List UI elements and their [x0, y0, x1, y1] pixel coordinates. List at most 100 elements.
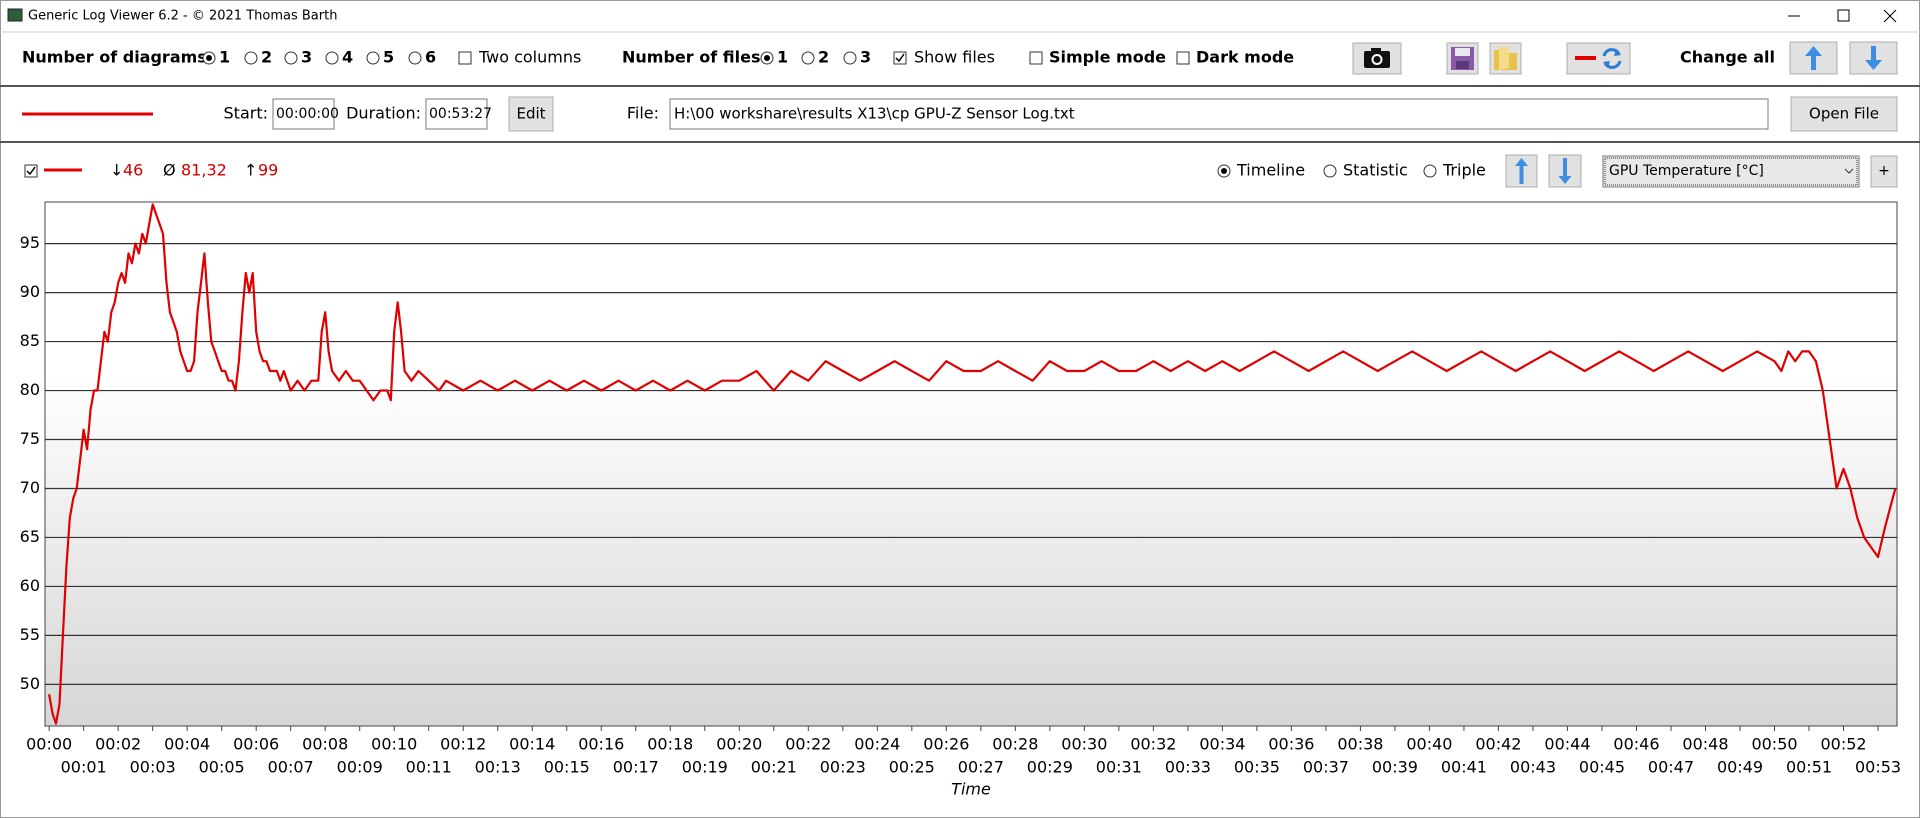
open-folder-button[interactable]: [1489, 42, 1522, 75]
x-tick-label: 00:38: [1337, 735, 1383, 754]
start-input[interactable]: [272, 98, 335, 130]
radio-button[interactable]: [325, 51, 339, 65]
checkbox[interactable]: [458, 51, 472, 65]
open-file-label: Open File: [1809, 105, 1879, 123]
x-tick-label: 00:11: [406, 758, 452, 777]
x-tick-label: 00:30: [1061, 735, 1107, 754]
file-input[interactable]: [669, 98, 1769, 130]
edit-button[interactable]: [508, 96, 554, 132]
focus-rect: [1604, 157, 1858, 186]
app-icon: [7, 8, 23, 22]
add-label: +: [1878, 163, 1890, 179]
y-tick-label: 65: [20, 527, 40, 546]
x-tick-label: 00:08: [302, 735, 348, 754]
show-files-label: Show files: [914, 48, 995, 67]
view-option: Statistic: [1343, 161, 1408, 180]
radio-button[interactable]: [1323, 164, 1337, 178]
move-up-button[interactable]: [1505, 154, 1538, 188]
radio-button[interactable]: [843, 51, 857, 65]
radio-button[interactable]: [408, 51, 422, 65]
x-tick-label: 00:20: [716, 735, 762, 754]
x-tick-label: 00:07: [268, 758, 314, 777]
diagram-option: 2: [261, 48, 272, 67]
move-down-button[interactable]: [1548, 154, 1582, 188]
screenshot-button[interactable]: [1352, 42, 1402, 75]
y-tick-label: 60: [20, 576, 40, 595]
x-tick-label: 00:37: [1303, 758, 1349, 777]
diagram-option: 5: [383, 48, 394, 67]
x-tick-label: 00:52: [1820, 735, 1866, 754]
x-tick-label: 00:01: [61, 758, 107, 777]
x-tick-label: 00:40: [1406, 735, 1452, 754]
maximize-button[interactable]: [1837, 9, 1850, 22]
x-tick-label: 00:53: [1855, 758, 1901, 777]
file-option: 1: [777, 48, 788, 67]
radio-button[interactable]: [801, 51, 815, 65]
x-tick-label: 00:17: [613, 758, 659, 777]
stat-symbol: ↑: [244, 161, 257, 180]
data-line: [48, 203, 1897, 725]
x-tick-label: 00:05: [199, 758, 245, 777]
y-tick-label: 75: [20, 429, 40, 448]
file-label: File:: [627, 104, 659, 123]
window-title: Generic Log Viewer 6.2 - © 2021 Thomas B…: [28, 9, 337, 24]
x-tick-label: 00:43: [1510, 758, 1556, 777]
open-file-button[interactable]: [1790, 96, 1898, 132]
x-tick-label: 00:21: [751, 758, 797, 777]
checkbox[interactable]: [1029, 51, 1043, 65]
start-value: 00:00:00: [276, 106, 339, 122]
x-tick-label: 00:34: [1199, 735, 1245, 754]
checkbox[interactable]: [893, 51, 907, 65]
move-down-all-button[interactable]: [1849, 41, 1898, 75]
diagrams-label: Number of diagrams: [22, 48, 207, 67]
diagram-option: 6: [425, 48, 436, 67]
radio-button[interactable]: [244, 51, 258, 65]
x-tick-label: 00:31: [1096, 758, 1142, 777]
check-mark: [26, 166, 36, 176]
close-button[interactable]: [1883, 9, 1897, 23]
radio-dot: [764, 55, 770, 61]
x-tick-label: 00:42: [1475, 735, 1521, 754]
x-tick-label: 00:28: [992, 735, 1038, 754]
x-tick-label: 00:23: [820, 758, 866, 777]
files-label: Number of files: [622, 48, 760, 67]
x-tick-label: 00:32: [1130, 735, 1176, 754]
move-up-all-button[interactable]: [1789, 41, 1838, 75]
x-tick-label: 00:06: [233, 735, 279, 754]
stat-symbol: ↓: [110, 161, 123, 180]
x-tick-label: 00:35: [1234, 758, 1280, 777]
x-tick-label: 00:15: [544, 758, 590, 777]
x-tick-label: 00:18: [647, 735, 693, 754]
x-tick-label: 00:10: [371, 735, 417, 754]
duration-input[interactable]: [425, 98, 488, 130]
x-tick-label: 00:47: [1648, 758, 1694, 777]
x-tick-label: 00:36: [1268, 735, 1314, 754]
y-tick-label: 70: [20, 478, 40, 497]
series-checkbox[interactable]: [24, 164, 38, 178]
radio-button[interactable]: [1423, 164, 1437, 178]
x-tick-label: 00:16: [578, 735, 624, 754]
start-label: Start:: [224, 104, 268, 123]
y-tick-label: 50: [20, 674, 40, 693]
save-button[interactable]: [1446, 42, 1479, 75]
file-option: 2: [818, 48, 829, 67]
x-tick-label: 00:49: [1717, 758, 1763, 777]
x-tick-label: 00:45: [1579, 758, 1625, 777]
x-tick-label: 00:25: [889, 758, 935, 777]
add-button[interactable]: [1870, 155, 1898, 188]
x-tick-label: 00:02: [95, 735, 141, 754]
radio-button[interactable]: [284, 51, 298, 65]
x-axis-label: Time: [951, 780, 991, 799]
x-tick-label: 00:41: [1441, 758, 1487, 777]
radio-button[interactable]: [366, 51, 380, 65]
x-tick-label: 00:26: [923, 735, 969, 754]
edit-label: Edit: [516, 105, 545, 123]
sensor-dropdown[interactable]: [1602, 155, 1860, 188]
duration-value: 00:53:27: [429, 106, 492, 122]
color-refresh-button[interactable]: [1566, 42, 1631, 75]
sensor-name: GPU Temperature [°C]: [1609, 163, 1764, 179]
checkbox[interactable]: [1176, 51, 1190, 65]
duration-label: Duration:: [346, 104, 421, 123]
plot-area: [44, 201, 1898, 727]
